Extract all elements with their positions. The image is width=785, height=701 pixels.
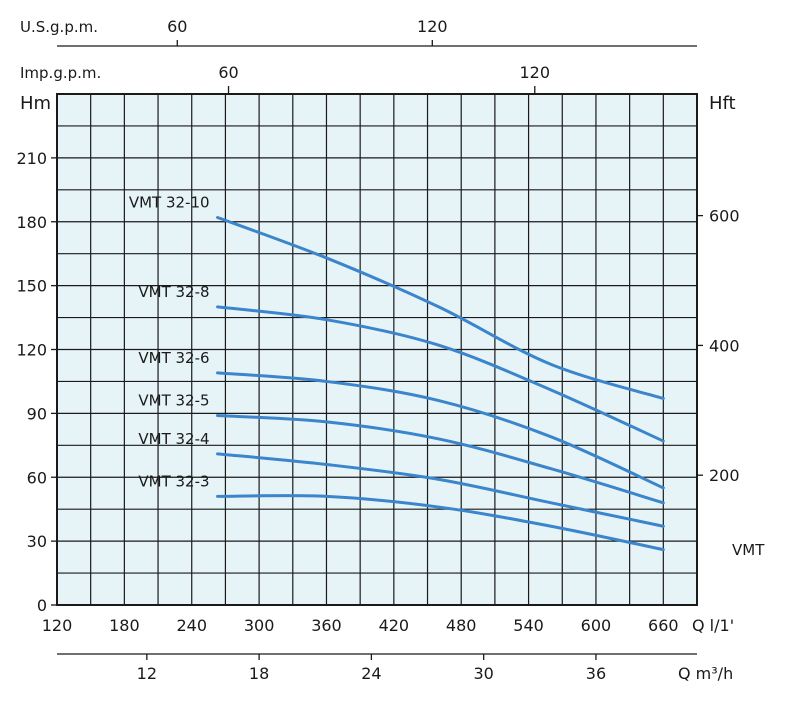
impgpm-tick-label: 120: [520, 63, 551, 82]
curve-vmt-32-6: [216, 371, 665, 490]
bottom2-tick-label: 24: [361, 664, 381, 683]
curve-label: VMT 32-5: [138, 392, 209, 410]
chart-title: VMT: [732, 541, 765, 559]
bottom-tick-label: 300: [244, 616, 275, 635]
bottom2-tick-label: 12: [137, 664, 157, 683]
curve-label: VMT 32-3: [138, 472, 209, 490]
right-tick-label: 400: [709, 336, 740, 355]
right-tick-label: 600: [709, 207, 740, 226]
top-axis-impgpm-label: Imp.g.p.m.: [20, 64, 101, 82]
left-axis-label: Hm: [20, 93, 51, 114]
impgpm-tick-label: 60: [218, 63, 238, 82]
left-tick-label: 150: [16, 277, 47, 296]
left-tick-label: 180: [16, 213, 47, 232]
usgpm-tick-label: 120: [417, 17, 448, 36]
left-tick-label: 120: [16, 341, 47, 360]
curve-vmt-32-5: [216, 414, 665, 505]
curve-label: VMT 32-8: [138, 283, 209, 301]
bottom-tick-label: 660: [648, 616, 679, 635]
bottom-tick-label: 240: [176, 616, 207, 635]
bottom2-tick-label: 30: [473, 664, 493, 683]
bottom-tick-label: 480: [446, 616, 477, 635]
bottom2-tick-label: 18: [249, 664, 269, 683]
curve-vmt-32-10: [216, 215, 665, 400]
usgpm-tick-label: 60: [167, 17, 187, 36]
curve-vmt-32-3: [216, 494, 665, 552]
bottom-tick-label: 360: [311, 616, 342, 635]
right-tick-label: 200: [709, 466, 740, 485]
curve-label: VMT 32-6: [138, 349, 209, 367]
bottom-tick-label: 540: [513, 616, 544, 635]
curve-vmt-32-8: [216, 305, 665, 443]
left-tick-label: 210: [16, 149, 47, 168]
bottom-tick-label: 180: [109, 616, 140, 635]
left-tick-label: 30: [27, 532, 47, 551]
left-tick-label: 90: [27, 404, 47, 423]
grid: [57, 94, 697, 605]
bottom2-tick-label: 36: [586, 664, 606, 683]
top-axis-usgpm-label: U.S.g.p.m.: [20, 18, 98, 36]
bottom-tick-label: 600: [581, 616, 612, 635]
curve-vmt-32-4: [216, 452, 665, 528]
left-tick-label: 0: [37, 596, 47, 615]
left-tick-label: 60: [27, 468, 47, 487]
curves: [216, 215, 665, 552]
bottom-axis-2-label: Q m³/h: [678, 664, 733, 683]
curve-label: VMT 32-10: [129, 193, 210, 211]
bottom-axis-1-label: Q l/1': [692, 616, 734, 635]
bottom-tick-label: 420: [379, 616, 410, 635]
curve-label: VMT 32-4: [138, 430, 209, 448]
bottom-tick-label: 120: [42, 616, 73, 635]
right-axis-label: Hft: [709, 93, 736, 114]
